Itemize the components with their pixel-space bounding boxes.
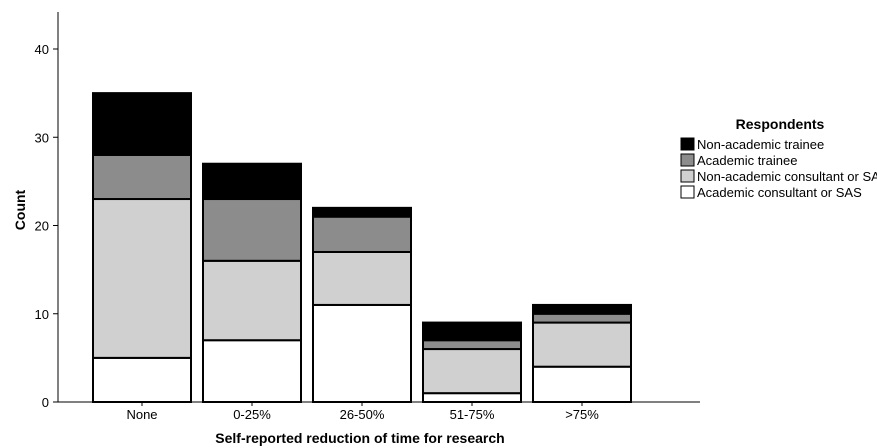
legend-label: Non-academic consultant or SAS — [697, 169, 877, 184]
y-tick-label: 20 — [35, 219, 49, 234]
x-axis-title: Self-reported reduction of time for rese… — [215, 430, 504, 446]
bar-segment-academic-trainee — [202, 198, 302, 262]
x-axis-ticks: None 0-25% 26-50% 51-75% >75% — [126, 402, 599, 422]
bar-segment-non-academic-trainee — [202, 162, 302, 201]
bar-segment-academic-trainee — [532, 312, 632, 324]
y-tick-label: 10 — [35, 307, 49, 322]
bar-segment-non-academic-consultant-or-sas — [202, 259, 302, 342]
y-tick-label: 0 — [42, 395, 49, 410]
legend-label: Non-academic trainee — [697, 137, 824, 152]
legend-label: Academic trainee — [697, 153, 797, 168]
x-tick-label: 0-25% — [233, 407, 271, 422]
plot-area — [92, 92, 632, 404]
bar-segment-non-academic-trainee — [532, 303, 632, 315]
bar-segment-academic-consultant-or-sas — [312, 303, 412, 403]
legend-title: Respondents — [736, 116, 825, 132]
bar-segment-non-academic-consultant-or-sas — [532, 321, 632, 368]
x-tick-label: 26-50% — [340, 407, 385, 422]
legend-swatch-academic-trainee — [680, 153, 695, 167]
bar-segment-non-academic-trainee — [312, 206, 412, 218]
bar-segment-non-academic-trainee — [422, 321, 522, 342]
bar-segment-non-academic-consultant-or-sas — [312, 250, 412, 306]
y-axis-title: Count — [12, 189, 28, 230]
bar-segment-academic-consultant-or-sas — [202, 339, 302, 404]
bar-segment-non-academic-consultant-or-sas — [422, 348, 522, 395]
legend-swatch-non-academic-consultant-or-sas — [680, 169, 695, 183]
x-tick-label: >75% — [565, 407, 599, 422]
bar-segment-academic-consultant-or-sas — [532, 365, 632, 404]
bar-segment-non-academic-trainee — [92, 92, 192, 156]
y-tick-label: 40 — [35, 42, 49, 57]
x-tick-label: 51-75% — [450, 407, 495, 422]
legend-swatch-non-academic-trainee — [680, 137, 695, 151]
bar-segment-non-academic-consultant-or-sas — [92, 198, 192, 359]
legend: Respondents Non-academic traineeAcademic… — [680, 116, 877, 200]
bar-segment-academic-consultant-or-sas — [422, 392, 522, 403]
y-axis-ticks: 0 10 20 30 40 — [35, 42, 58, 410]
legend-label: Academic consultant or SAS — [697, 185, 862, 200]
bar-segment-academic-trainee — [422, 339, 522, 351]
x-tick-label: None — [126, 407, 157, 422]
legend-swatch-academic-consultant-or-sas — [680, 185, 695, 199]
bar-segment-academic-trainee — [92, 153, 192, 201]
bar-segment-academic-consultant-or-sas — [92, 356, 192, 403]
bar-segment-academic-trainee — [312, 215, 412, 253]
y-tick-label: 30 — [35, 130, 49, 145]
